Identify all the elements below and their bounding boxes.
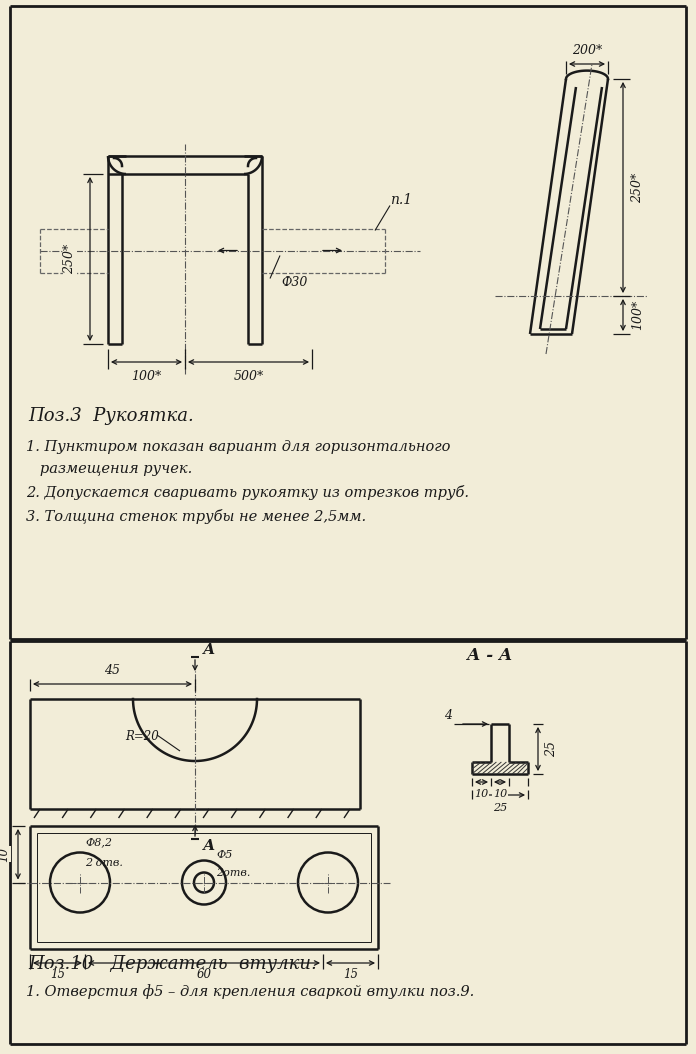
Text: 250*: 250* — [63, 243, 77, 274]
Text: 200*: 200* — [572, 44, 602, 58]
Text: 4: 4 — [444, 709, 452, 722]
Text: 100*: 100* — [132, 370, 161, 383]
Text: п.1: п.1 — [390, 194, 412, 208]
Text: Ф30: Ф30 — [282, 276, 308, 289]
Text: 100*: 100* — [631, 300, 644, 330]
Text: 15: 15 — [50, 969, 65, 981]
Text: А: А — [203, 839, 215, 853]
Text: размещения ручек.: размещения ручек. — [26, 462, 192, 476]
Text: 45: 45 — [104, 664, 120, 678]
Text: 500*: 500* — [233, 370, 264, 383]
Text: 10: 10 — [493, 789, 507, 799]
Text: 10: 10 — [0, 846, 10, 862]
Text: А: А — [203, 643, 215, 657]
Text: 25: 25 — [493, 803, 507, 813]
Text: 25: 25 — [546, 741, 558, 757]
Text: 1. Отверстия ф5 – для крепления сваркой втулки поз.9.: 1. Отверстия ф5 – для крепления сваркой … — [26, 984, 474, 999]
Text: Ф5: Ф5 — [216, 851, 232, 860]
Text: 250*: 250* — [631, 173, 644, 202]
Text: 2 отв.: 2 отв. — [85, 858, 123, 867]
Text: R=20: R=20 — [125, 730, 159, 743]
Text: 60: 60 — [196, 969, 212, 981]
Text: А - А: А - А — [467, 647, 513, 664]
Text: 2отв.: 2отв. — [216, 868, 251, 878]
Text: Ф8,2: Ф8,2 — [85, 838, 112, 847]
Text: Поз.10   Держатель  втулки.: Поз.10 Держатель втулки. — [28, 955, 317, 973]
Text: 10: 10 — [475, 789, 489, 799]
Text: 3. Толщина стенок трубы не менее 2,5мм.: 3. Толщина стенок трубы не менее 2,5мм. — [26, 509, 366, 525]
Text: 2. Допускается сваривать рукоятку из отрезков труб.: 2. Допускается сваривать рукоятку из отр… — [26, 486, 469, 501]
Text: Поз.3  Рукоятка.: Поз.3 Рукоятка. — [28, 407, 193, 425]
Text: 15: 15 — [343, 969, 358, 981]
Text: 1. Пунктиром показан вариант для горизонтального: 1. Пунктиром показан вариант для горизон… — [26, 440, 450, 454]
